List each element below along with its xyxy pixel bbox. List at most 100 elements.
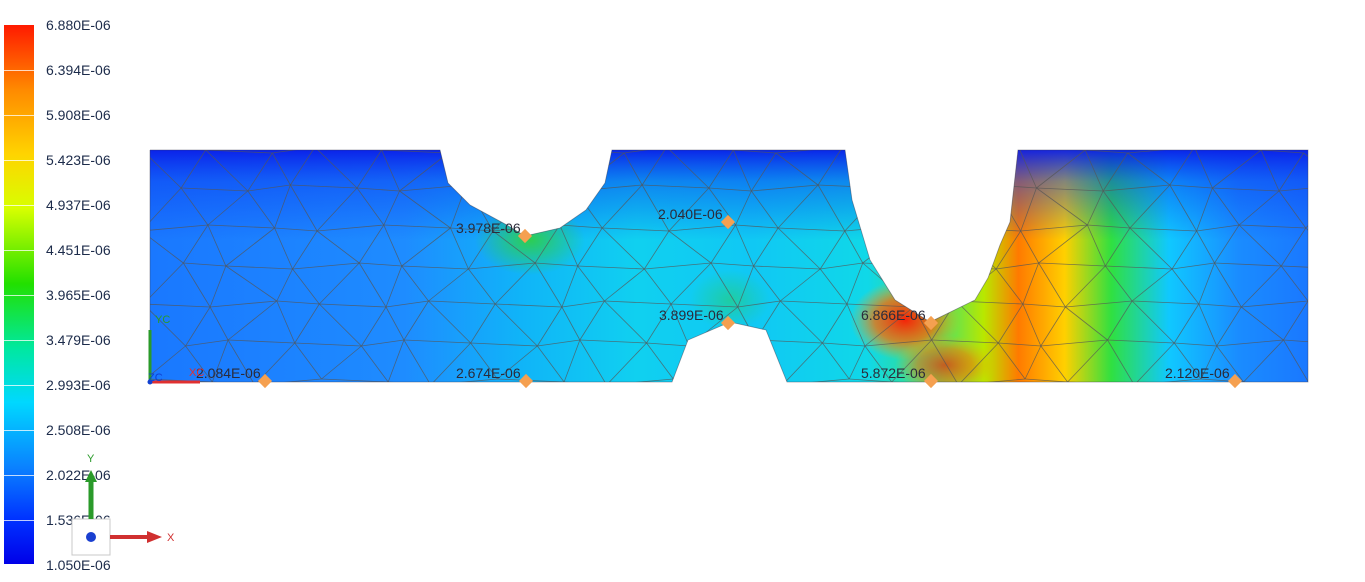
mesh-edge — [228, 339, 295, 344]
mesh-edge — [205, 150, 273, 154]
mesh-edge — [1131, 268, 1173, 302]
mesh-edge — [1020, 230, 1039, 264]
probe-value: 2.040E-06 — [658, 206, 723, 222]
mesh-edge — [399, 152, 449, 192]
mesh-edge — [1196, 230, 1215, 264]
mesh-edge — [1305, 184, 1308, 229]
mesh-edge — [1038, 262, 1106, 267]
mesh-edge — [931, 339, 959, 382]
mesh-edge — [1020, 224, 1088, 232]
mesh-edge — [183, 224, 209, 264]
mesh-edge — [1278, 190, 1307, 229]
mesh-edge — [403, 300, 429, 341]
mesh-edge — [561, 300, 605, 308]
mesh-edge — [1107, 339, 1135, 382]
mesh-edge — [1198, 303, 1242, 308]
mesh-edge — [733, 150, 776, 154]
legend-label: 2.993E-06 — [46, 377, 111, 393]
mesh-edge — [1067, 339, 1108, 382]
mesh-edge — [670, 262, 712, 305]
mesh-edge — [782, 378, 850, 382]
mesh-edge — [1040, 306, 1066, 347]
mesh-edge — [1307, 300, 1308, 344]
mesh-edge — [1025, 378, 1068, 382]
mesh-edge — [1065, 300, 1133, 308]
mesh-edge — [534, 262, 563, 308]
mesh-edge — [361, 339, 405, 347]
mesh-edge — [606, 378, 674, 382]
mesh-edge — [319, 303, 387, 308]
mesh-edge — [359, 262, 402, 267]
mesh-edge — [884, 187, 928, 192]
mesh-edge — [1134, 342, 1175, 382]
legend-tick — [4, 520, 34, 521]
mesh-edge — [1198, 303, 1218, 347]
mesh-edge — [276, 300, 296, 344]
probe-value: 6.866E-06 — [861, 307, 926, 323]
mesh-edge — [1087, 224, 1106, 267]
probe-marker[interactable]: 2.084E-06 — [196, 365, 273, 389]
mesh-edge — [708, 187, 752, 192]
mesh-edge — [401, 265, 469, 270]
mesh-edge — [929, 265, 957, 302]
mesh-edge — [1260, 150, 1280, 192]
fem-part[interactable] — [139, 147, 1348, 395]
mesh-edge — [1310, 343, 1326, 385]
mesh-edge — [1212, 187, 1240, 226]
probe-marker[interactable]: 5.872E-06 — [861, 365, 939, 389]
mesh-edge — [1085, 150, 1128, 154]
mesh-edge — [387, 339, 405, 382]
probe-marker[interactable]: 2.040E-06 — [658, 206, 736, 230]
mesh-edge — [1212, 150, 1262, 189]
mesh-edge — [1243, 339, 1284, 382]
mesh-edge — [428, 300, 496, 305]
mesh-edge — [274, 227, 293, 270]
mesh-edge — [739, 381, 783, 382]
mesh-edge — [710, 224, 736, 264]
probe-marker[interactable]: 2.674E-06 — [456, 365, 534, 389]
mesh-edge — [1216, 339, 1284, 347]
mesh-edge — [211, 339, 229, 382]
mesh-edge — [819, 268, 848, 305]
legend-tick — [4, 385, 34, 386]
probe-marker[interactable]: 6.866E-06 — [861, 307, 939, 331]
mesh-edge — [1040, 339, 1108, 347]
mesh-edge — [817, 150, 843, 186]
mesh-edge — [782, 342, 823, 382]
mesh-edge — [735, 224, 779, 229]
mesh-edge — [1134, 378, 1202, 382]
mesh-edge — [739, 339, 757, 382]
mesh-edge — [207, 190, 249, 226]
legend-label: 4.937E-06 — [46, 197, 111, 213]
legend-tick — [4, 205, 34, 206]
mesh-edge — [780, 268, 821, 302]
mesh-edge — [356, 187, 385, 226]
mesh-edge — [1173, 303, 1200, 344]
mesh-edge — [1036, 187, 1104, 192]
mesh-edge — [1278, 152, 1304, 192]
mesh-edge — [995, 268, 1024, 305]
probe-marker[interactable]: 2.120E-06 — [1165, 365, 1243, 389]
view-triad[interactable]: Y X — [71, 453, 175, 556]
mesh-edge — [209, 265, 227, 308]
probe-marker[interactable]: 3.978E-06 — [456, 220, 533, 244]
probe-marker[interactable]: 3.899E-06 — [659, 307, 736, 331]
mesh-edge — [908, 150, 928, 192]
mesh-edge — [272, 150, 315, 154]
mesh-edge — [668, 224, 736, 232]
mesh-edge — [666, 150, 734, 151]
mesh-edge — [428, 300, 471, 344]
mesh-edge — [227, 300, 278, 341]
mesh-edge — [383, 224, 451, 229]
mesh-edge — [428, 268, 469, 302]
mesh-edge — [403, 339, 471, 344]
mesh-edge — [996, 262, 1039, 270]
mesh-edge — [1198, 262, 1215, 305]
mesh-edge — [185, 306, 211, 347]
probe-markers: 3.978E-06 2.040E-06 3.899E-06 6.866E-06 … — [196, 206, 1243, 389]
probe-value: 3.978E-06 — [456, 220, 521, 236]
mesh-edge — [1279, 184, 1308, 192]
mesh-edge — [1216, 345, 1244, 382]
mesh-edge — [1129, 184, 1171, 229]
